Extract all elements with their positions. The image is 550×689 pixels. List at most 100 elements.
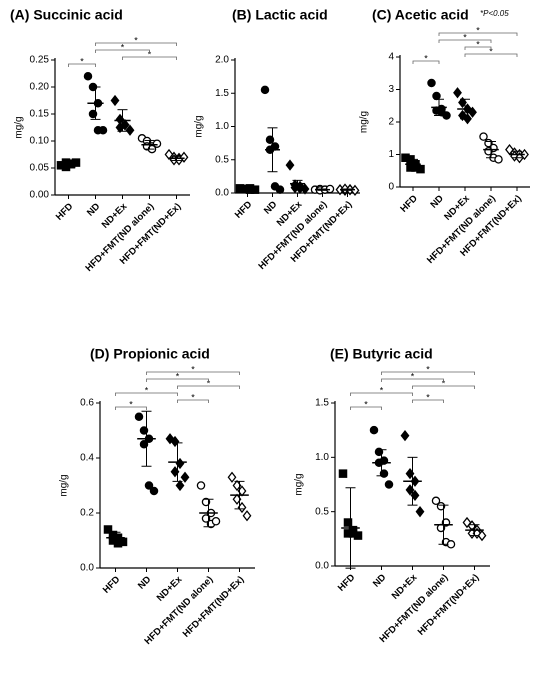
data-point	[400, 429, 410, 442]
data-point	[353, 531, 363, 540]
data-point	[275, 185, 285, 194]
data-point	[285, 159, 295, 171]
significance-label: *	[145, 385, 149, 395]
significance-bracket	[115, 406, 147, 410]
y-tick-label: 0.5	[215, 154, 229, 165]
x-tick-label: ND	[371, 572, 389, 590]
data-point	[415, 506, 425, 518]
significance-label: *	[424, 53, 428, 63]
x-tick-label: HFD	[336, 572, 358, 594]
data-point	[152, 139, 162, 148]
significance-label: *	[364, 399, 368, 409]
significance-label: *	[442, 378, 446, 388]
significance-bracket	[412, 399, 444, 403]
x-tick-label: ND	[85, 201, 103, 219]
significance-bracket	[95, 49, 150, 53]
data-point	[453, 87, 462, 99]
x-tick-label: ND+Ex	[155, 574, 185, 604]
significance-label: *	[80, 56, 84, 66]
data-point	[479, 132, 488, 141]
data-point	[468, 106, 477, 118]
y-tick-label: 2.0	[215, 55, 229, 66]
data-point	[196, 481, 206, 490]
data-point	[432, 91, 441, 101]
data-point	[436, 501, 446, 511]
data-point	[83, 71, 93, 81]
data-point	[260, 85, 270, 95]
y-tick-label: 0.0	[315, 561, 329, 572]
data-point	[170, 435, 180, 448]
y-tick-label: 1.0	[215, 121, 229, 132]
chart-title: (C) Acetic acid	[372, 7, 469, 23]
significance-bracket	[438, 39, 492, 43]
data-point	[103, 525, 113, 534]
data-point	[139, 426, 149, 435]
significance-bracket	[115, 392, 178, 396]
y-tick-label: 0	[388, 182, 394, 193]
data-point	[384, 480, 394, 489]
data-point	[300, 183, 310, 195]
x-tick-label: HFD+FMT(ND+Ex)	[416, 572, 482, 638]
significance-label: *	[191, 392, 195, 402]
y-tick-label: 0.4	[80, 453, 94, 464]
data-point	[343, 518, 353, 527]
data-point	[494, 155, 503, 164]
chart-title: (B) Lactic acid	[232, 7, 328, 23]
y-tick-label: 0.0	[215, 188, 229, 199]
significance-label: *	[426, 392, 430, 402]
significance-bracket	[464, 53, 518, 57]
significance-label: *	[463, 32, 467, 42]
data-point	[369, 425, 379, 435]
x-tick-label: ND	[428, 193, 446, 211]
y-tick-label: 0.20	[30, 82, 50, 93]
y-tick-label: 0.6	[80, 398, 94, 409]
y-tick-label: 1.0	[315, 452, 329, 463]
significance-bracket	[122, 56, 177, 60]
y-tick-label: 0.25	[30, 55, 50, 66]
x-tick-label: ND+Ex	[390, 572, 420, 602]
significance-label: *	[426, 364, 430, 374]
significance-bracket	[177, 399, 209, 403]
significance-label: *	[476, 39, 480, 49]
data-point	[201, 514, 211, 523]
data-point	[265, 135, 275, 145]
significance-bracket	[464, 46, 492, 50]
data-point	[180, 471, 190, 483]
y-tick-label: 0.00	[30, 190, 50, 201]
data-point	[98, 125, 108, 135]
y-axis-label: mg/g	[194, 115, 205, 137]
data-point	[462, 516, 472, 529]
y-tick-label: 0.5	[315, 506, 329, 517]
x-tick-label: HFD	[54, 201, 76, 223]
significance-label: *	[489, 46, 493, 56]
data-point	[144, 481, 154, 490]
data-point	[110, 94, 120, 107]
y-tick-label: 2	[388, 117, 394, 128]
y-tick-label: 0.15	[30, 109, 50, 120]
data-point	[427, 78, 436, 88]
significance-label: *	[129, 399, 133, 409]
significance-bracket	[177, 385, 240, 389]
significance-bracket	[350, 392, 413, 396]
data-point	[134, 412, 144, 421]
significance-label: *	[134, 35, 138, 45]
significance-label: *	[380, 385, 384, 395]
chart-title: (E) Butyric acid	[330, 346, 433, 362]
y-tick-label: 1.5	[215, 88, 229, 99]
significance-bracket	[146, 371, 240, 375]
x-tick-label: HFD	[233, 199, 255, 221]
data-point	[88, 109, 98, 119]
significance-label: *	[207, 378, 211, 388]
data-point	[338, 469, 348, 478]
significance-bracket	[350, 406, 382, 410]
significance-bracket	[95, 42, 177, 46]
y-tick-label: 4	[388, 52, 394, 63]
x-tick-label: ND	[136, 574, 154, 592]
significance-label: *	[121, 42, 125, 52]
data-point	[118, 537, 128, 547]
significance-label: *	[148, 49, 152, 59]
significance-note: *P<0.05	[480, 9, 509, 18]
y-axis-label: mg/g	[359, 111, 370, 133]
significance-label: *	[191, 364, 195, 374]
